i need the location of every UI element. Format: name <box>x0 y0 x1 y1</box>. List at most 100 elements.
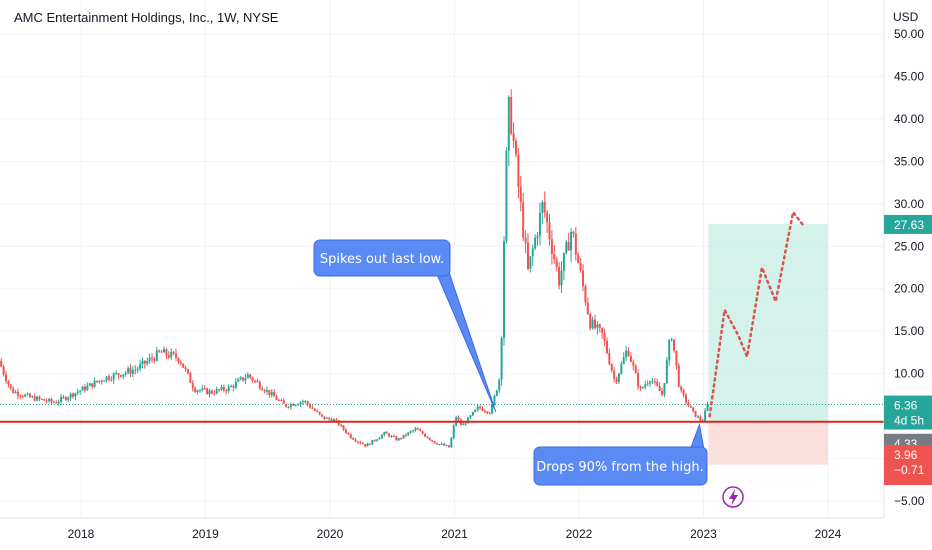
y-tick-label: 50.00 <box>894 27 924 41</box>
candle-body <box>244 378 247 381</box>
candle-body <box>69 393 72 398</box>
candle-body <box>639 386 642 389</box>
candle-body <box>510 96 513 134</box>
y-tick-label: 10.00 <box>894 367 924 381</box>
candle-body <box>548 222 551 240</box>
x-tick-label: 2024 <box>815 527 842 541</box>
candle-body <box>325 417 328 419</box>
candle-body <box>309 404 312 408</box>
candle-body <box>354 439 357 442</box>
candle-body <box>165 349 168 356</box>
candle-body <box>426 436 429 438</box>
candle-body <box>134 369 137 371</box>
candle-body <box>598 324 601 328</box>
candle-body <box>174 353 177 359</box>
candle-body <box>311 407 314 409</box>
candle-body <box>541 202 544 213</box>
candle-body <box>558 266 561 286</box>
position-zones <box>708 223 828 465</box>
candle-body <box>318 411 321 415</box>
candle-body <box>158 350 161 352</box>
candle-body <box>285 403 288 407</box>
candle-body <box>500 337 503 380</box>
callouts: Spikes out last low. Drops 90% from the h… <box>313 239 708 486</box>
candle-body <box>629 355 632 362</box>
candle-body <box>261 388 264 391</box>
x-tick-label: 2021 <box>441 527 468 541</box>
candle-body <box>445 445 448 447</box>
callout-label: Drops 90% from the high. <box>536 460 704 475</box>
candle-body <box>617 373 620 382</box>
candle-body <box>696 416 699 418</box>
candle-body <box>282 400 285 404</box>
candle-body <box>397 438 400 441</box>
y-tick-label: 35.00 <box>894 154 924 168</box>
last-price-tag-box <box>884 395 932 430</box>
candle-body <box>31 396 34 398</box>
candle-body <box>57 401 60 404</box>
candle-body <box>524 237 527 243</box>
candle-body <box>136 368 139 370</box>
candle-body <box>596 324 599 328</box>
candle-body <box>163 349 166 353</box>
candle-body <box>390 435 393 437</box>
candle-body <box>122 374 125 377</box>
candle-body <box>414 428 417 431</box>
candle-body <box>349 434 352 439</box>
candle-body <box>306 401 309 405</box>
candle-body <box>682 390 685 395</box>
candle-body <box>567 241 570 251</box>
candle-body <box>529 256 532 269</box>
candle-body <box>404 434 407 436</box>
candle-body <box>419 429 422 432</box>
candle-body <box>469 415 472 418</box>
candle-body <box>16 391 19 396</box>
x-tick-label: 2023 <box>690 527 717 541</box>
candle-body <box>213 393 216 395</box>
candle-body <box>677 365 680 387</box>
stop-zone <box>708 421 828 465</box>
candle-body <box>62 397 65 399</box>
candle-body <box>620 363 623 374</box>
candle-body <box>117 373 120 376</box>
candle-body <box>438 444 441 446</box>
candle-body <box>230 386 233 388</box>
candle-body <box>201 388 204 391</box>
candle-body <box>641 387 644 389</box>
candle-body <box>270 392 273 395</box>
candle-body <box>81 386 84 391</box>
candle-body <box>550 239 553 254</box>
candle-body <box>625 350 628 358</box>
candle-body <box>93 380 96 388</box>
candle-body <box>2 366 5 375</box>
candle-body <box>347 432 350 435</box>
candle-body <box>26 393 29 395</box>
candle-body <box>182 363 185 368</box>
candle-body <box>534 237 537 249</box>
candle-body <box>232 386 235 388</box>
candle-body <box>210 390 213 394</box>
candle-body <box>692 407 695 411</box>
x-tick-label: 2019 <box>192 527 219 541</box>
candle-body <box>462 424 465 426</box>
event-marker[interactable] <box>722 486 744 508</box>
candle-body <box>622 357 625 364</box>
candle-body <box>91 383 94 388</box>
candle-body <box>103 380 106 382</box>
candle-body <box>289 404 292 408</box>
candle-body <box>196 390 199 393</box>
candle-body <box>503 241 506 338</box>
candle-body <box>79 390 82 392</box>
currency-label: USD <box>893 10 919 24</box>
candle-body <box>60 397 63 402</box>
candle-body <box>409 431 412 433</box>
candle-body <box>574 233 577 255</box>
candle-body <box>167 355 170 358</box>
time-axis[interactable]: 2018 2019 2020 2021 2022 2023 2024 <box>68 527 842 541</box>
candle-body <box>474 409 477 412</box>
candle-body <box>184 367 187 370</box>
candle-body <box>632 361 635 366</box>
candle-body <box>143 360 146 364</box>
candle-body <box>435 443 438 445</box>
